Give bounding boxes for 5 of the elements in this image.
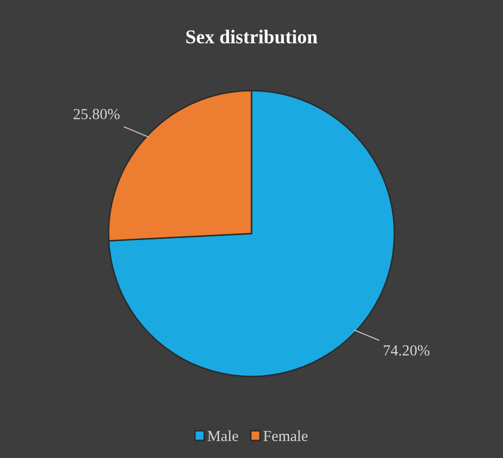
legend-label: Female — [263, 430, 308, 442]
chart-title: Sex distribution — [186, 30, 318, 44]
data-label: 74.20% — [384, 345, 430, 356]
legend-label: Male — [208, 430, 238, 442]
data-label: 25.80% — [74, 108, 120, 120]
